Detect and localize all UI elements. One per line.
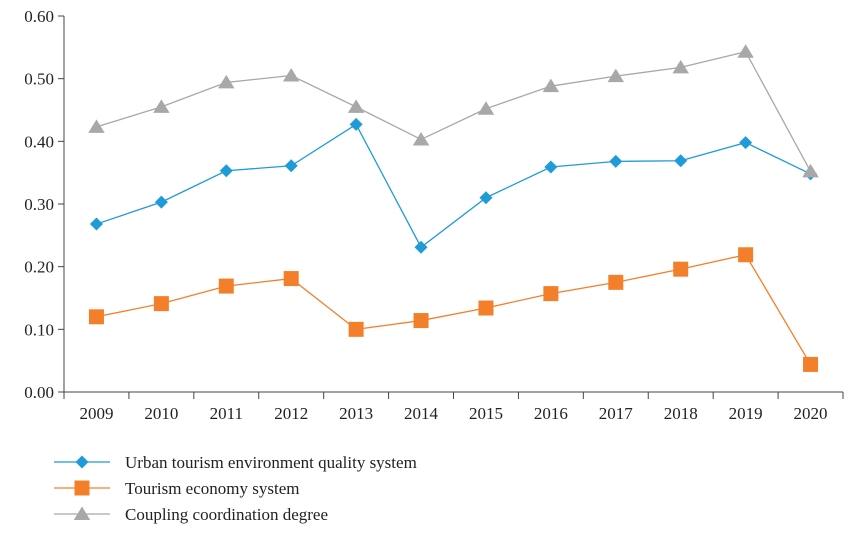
data-point [284,159,298,173]
series-line [96,50,812,172]
data-point [89,217,103,231]
series-environment-quality [89,117,818,254]
data-point [802,163,819,178]
legend-marker [74,480,90,496]
x-tick-label: 2010 [144,404,178,423]
x-tick-label: 2009 [79,404,113,423]
y-tick-label: 0.50 [24,70,54,89]
series-line [96,254,812,365]
x-tick-label: 2014 [404,404,439,423]
axes: 0.00 0.10 0.20 0.30 0.40 0.50 0.60 2009 2010 2011… [24,7,844,423]
x-tick-label: 2016 [534,404,568,423]
x-tick-label: 2012 [274,404,308,423]
legend-marker [73,506,91,520]
data-point [88,119,105,133]
data-point [738,247,754,263]
y-tick-label: 0.10 [24,320,54,339]
data-point [219,164,233,178]
x-tick-label: 2018 [664,404,698,423]
x-tick-label: 2020 [794,404,828,423]
data-point [349,117,363,131]
data-point [607,68,625,83]
series-layer [88,44,819,372]
legend-entry-tourism-economy: Tourism economy system [54,479,299,498]
y-tick-label: 0.30 [24,195,54,214]
x-tick-label: 2011 [210,404,243,423]
data-point [609,154,623,168]
series-tourism-economy [88,247,819,372]
y-tick-label: 0.40 [24,132,54,151]
legend-entry-coupling-coordination: Coupling coordination degree [54,505,328,524]
data-point [672,59,689,74]
data-point [348,321,364,337]
data-point [803,356,819,372]
series-line [96,123,811,249]
data-point [412,131,430,146]
x-tick-label: 2019 [729,404,763,423]
y-tick-label: 0.60 [24,7,54,26]
y-tick-label: 0.00 [24,383,54,402]
data-point [478,300,494,316]
y-tick-label: 0.20 [24,258,54,277]
data-point [154,195,168,209]
data-point [608,274,624,290]
data-point [282,68,300,82]
data-point [218,74,235,89]
x-tick-label: 2017 [599,404,634,423]
data-point [739,136,753,150]
data-point [218,278,234,294]
series-coupling-coordination [88,44,819,178]
data-point [414,240,428,254]
data-point [477,101,495,115]
data-point [283,271,299,287]
x-tick-label: 2015 [469,404,503,423]
x-tick-label: 2013 [339,404,373,423]
data-point [153,99,170,113]
legend-label: Coupling coordination degree [125,505,328,524]
legend-label: Tourism economy system [125,479,299,498]
data-point [544,160,558,174]
legend-entry-environment-quality: Urban tourism environment quality system [54,453,417,472]
data-point [153,296,169,312]
legend-label: Urban tourism environment quality system [125,453,417,472]
data-point [413,313,429,329]
legend-marker [75,455,89,469]
data-point [674,154,688,168]
data-point [737,44,754,58]
data-point [479,191,493,205]
data-point [347,99,365,113]
data-point [542,78,560,93]
data-point [543,286,559,302]
data-point [673,261,689,277]
legend: Urban tourism environment quality system… [54,453,417,524]
data-point [88,309,104,325]
